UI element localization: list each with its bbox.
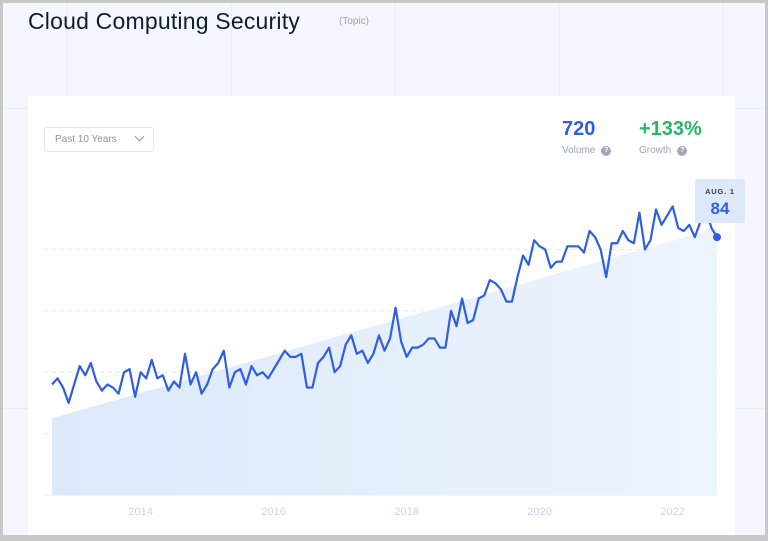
- volume-stat: 720 Volume?: [562, 118, 612, 156]
- x-tick-label: 2020: [527, 506, 551, 518]
- growth-value: +133%: [639, 118, 702, 140]
- trend-area: [52, 227, 717, 495]
- growth-label: Growth: [639, 145, 672, 156]
- series-line: [51, 205, 718, 404]
- volume-label: Volume: [562, 145, 596, 156]
- x-tick-label: 2022: [660, 506, 684, 518]
- tooltip-value: 84: [710, 199, 730, 218]
- growth-stat: +133% Growth?: [639, 118, 702, 156]
- x-tick-label: 2018: [394, 506, 418, 518]
- hover-tooltip: AUG. 1 84: [695, 179, 745, 223]
- x-tick-label: 2016: [261, 506, 285, 518]
- trend-chart: 2014 2016 2018 2020 2022: [44, 205, 721, 518]
- data-point: [713, 233, 721, 242]
- x-tick-label: 2014: [128, 506, 152, 518]
- help-icon[interactable]: ?: [601, 145, 612, 156]
- time-range-label: Past 10 Years: [55, 134, 117, 145]
- time-range-dropdown[interactable]: Past 10 Years: [44, 127, 154, 152]
- volume-value: 720: [562, 118, 596, 140]
- page-title: Cloud Computing Security: [28, 8, 300, 34]
- chart-card: Past 10 Years 720 Volume? +133% Growth? …: [28, 96, 745, 535]
- page-background: Cloud Computing Security (Topic) Past 10…: [3, 3, 765, 535]
- help-icon[interactable]: ?: [677, 145, 688, 156]
- topic-badge: (Topic): [339, 16, 370, 27]
- tooltip-date: AUG. 1: [705, 187, 735, 196]
